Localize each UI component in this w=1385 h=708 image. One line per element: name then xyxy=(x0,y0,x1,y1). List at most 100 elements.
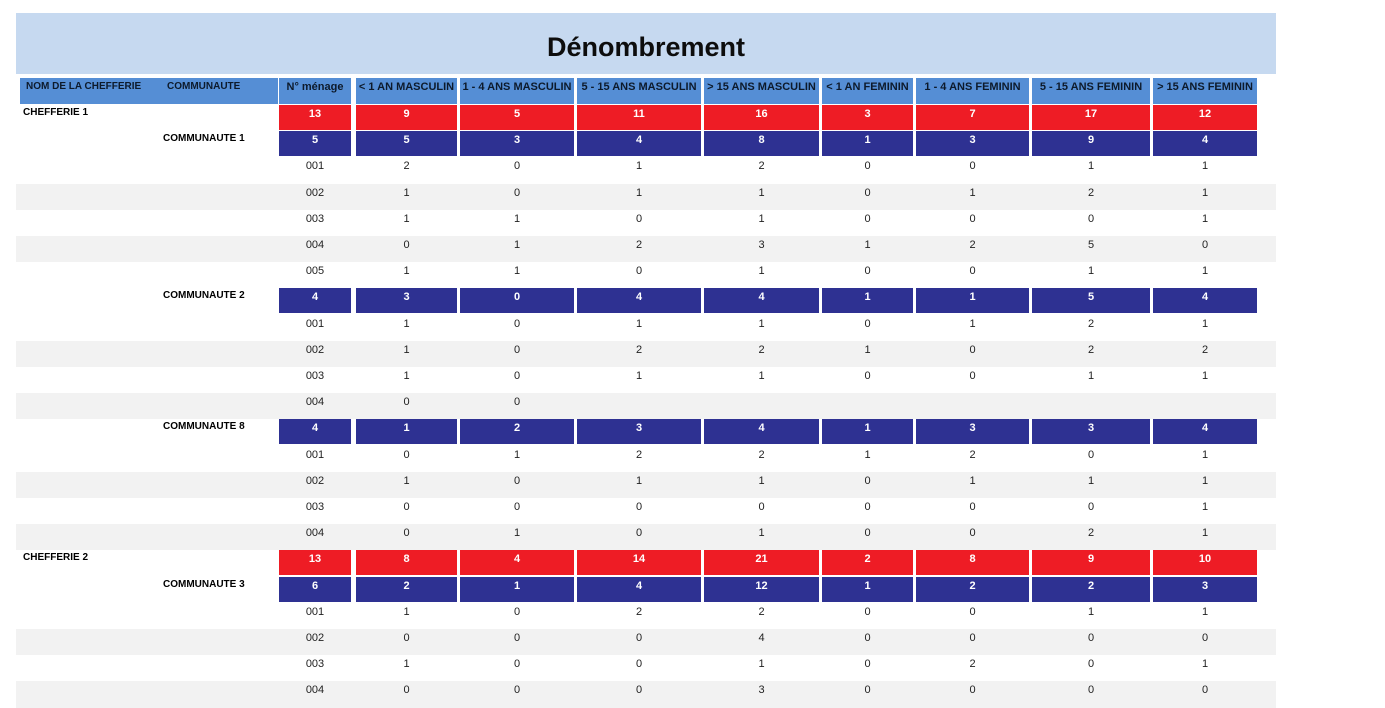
count-cell: 0 xyxy=(1201,239,1209,251)
count-cell: 0 xyxy=(513,317,521,330)
count-cell: 1 xyxy=(1201,605,1209,618)
count-cell: 2 xyxy=(758,343,765,356)
household-number: 5 xyxy=(279,131,351,157)
count-cell: 1 xyxy=(1201,658,1209,671)
count-cell xyxy=(704,393,819,419)
count-cell: 0 xyxy=(969,370,976,382)
count-cell: 0 xyxy=(969,632,976,644)
count-cell: 0 xyxy=(403,501,410,513)
count-cell: 3 xyxy=(916,131,1029,157)
count-cell: 2 xyxy=(356,576,457,602)
count-cell: 16 xyxy=(704,105,819,130)
count-cell: 1 xyxy=(969,317,976,330)
count-cell: 0 xyxy=(1087,632,1095,644)
count-cell: 1 xyxy=(513,527,521,540)
count-cell: 1 xyxy=(403,186,410,199)
count-cell: 1 xyxy=(864,343,871,356)
table-row: 003 1 1 0 1 0 0 0 1 xyxy=(16,210,1276,236)
count-cell: 1 xyxy=(403,474,410,487)
household-number: 005 xyxy=(305,265,325,278)
table-row: 001 1 0 1 1 0 1 2 1 xyxy=(16,315,1276,341)
count-cell: 1 xyxy=(864,239,871,251)
column-header: < 1 AN MASCULIN xyxy=(356,78,457,104)
count-cell: 4 xyxy=(460,550,574,576)
count-cell: 1 xyxy=(822,288,913,314)
count-cell: 0 xyxy=(635,632,643,644)
count-cell: 0 xyxy=(864,605,871,618)
count-cell: 1 xyxy=(1201,527,1209,540)
count-cell: 1 xyxy=(1087,370,1095,382)
table-row: CHEFFERIE 2 13 8 4 14 21 2 8 9 10 xyxy=(16,550,1276,576)
count-cell: 0 xyxy=(969,605,976,618)
household-number: 004 xyxy=(305,684,325,697)
count-cell: 4 xyxy=(577,288,701,314)
count-cell: 1 xyxy=(1201,160,1209,173)
count-cell: 4 xyxy=(577,131,701,157)
table-row: 002 1 0 2 2 1 0 2 2 xyxy=(16,340,1276,367)
count-cell: 1 xyxy=(1201,370,1209,382)
count-cell: 5 xyxy=(356,131,457,157)
household-number: 004 xyxy=(305,527,325,540)
count-cell: 1 xyxy=(1087,474,1095,487)
household-number: 001 xyxy=(305,317,325,330)
count-cell: 4 xyxy=(1153,288,1257,314)
household-number: 002 xyxy=(305,474,325,487)
count-cell: 0 xyxy=(1087,658,1095,671)
count-cell: 2 xyxy=(1087,343,1095,356)
table-row: 004 0 1 0 1 0 0 2 1 xyxy=(16,524,1276,551)
communaute-name: COMMUNAUTE 1 xyxy=(163,133,245,145)
count-cell: 3 xyxy=(1032,419,1150,445)
count-cell: 5 xyxy=(1032,288,1150,314)
count-cell: 1 xyxy=(403,265,410,278)
household-number: 003 xyxy=(305,212,325,225)
count-cell: 0 xyxy=(403,527,410,540)
table-row: 002 0 0 0 4 0 0 0 0 xyxy=(16,629,1276,656)
household-number: 004 xyxy=(305,239,325,251)
count-cell: 3 xyxy=(460,131,574,157)
count-cell: 0 xyxy=(969,212,976,225)
count-cell: 0 xyxy=(1087,501,1095,513)
count-cell: 2 xyxy=(635,605,643,618)
household-number: 003 xyxy=(305,658,325,671)
count-cell: 1 xyxy=(758,265,765,278)
count-cell: 0 xyxy=(513,605,521,618)
count-cell: 0 xyxy=(635,212,643,225)
count-cell: 0 xyxy=(635,684,643,697)
count-cell: 2 xyxy=(403,160,410,173)
household-number: 002 xyxy=(305,343,325,356)
count-cell: 2 xyxy=(635,448,643,461)
count-cell: 1 xyxy=(513,265,521,278)
count-cell: 12 xyxy=(1153,105,1257,130)
count-cell: 1 xyxy=(403,343,410,356)
household-number: 001 xyxy=(305,160,325,173)
count-cell: 1 xyxy=(403,212,410,225)
count-cell: 1 xyxy=(513,239,521,251)
count-cell: 0 xyxy=(513,501,521,513)
count-cell: 0 xyxy=(513,474,521,487)
count-cell: 1 xyxy=(1087,160,1095,173)
count-cell: 1 xyxy=(916,288,1029,314)
count-cell: 3 xyxy=(577,419,701,445)
count-cell: 0 xyxy=(513,343,521,356)
column-header: 1 - 4 ANS FEMININ xyxy=(916,78,1029,104)
column-header: 5 - 15 ANS MASCULIN xyxy=(577,78,701,104)
count-cell: 2 xyxy=(1087,527,1095,540)
count-cell: 0 xyxy=(513,658,521,671)
table-row: 003 0 0 0 0 0 0 0 1 xyxy=(16,498,1276,524)
count-cell: 0 xyxy=(1087,212,1095,225)
count-cell: 0 xyxy=(1087,448,1095,461)
count-cell: 2 xyxy=(1087,186,1095,199)
household-number: 002 xyxy=(305,186,325,199)
count-cell: 9 xyxy=(1032,550,1150,576)
count-cell: 0 xyxy=(513,684,521,697)
count-cell: 1 xyxy=(969,186,976,199)
count-cell: 0 xyxy=(864,474,871,487)
count-cell: 0 xyxy=(864,265,871,278)
count-cell: 0 xyxy=(864,186,871,199)
count-cell: 10 xyxy=(1153,550,1257,576)
count-cell: 0 xyxy=(864,632,871,644)
column-header: NOM DE LA CHEFFERIE xyxy=(20,78,162,104)
count-cell: 1 xyxy=(822,576,913,602)
